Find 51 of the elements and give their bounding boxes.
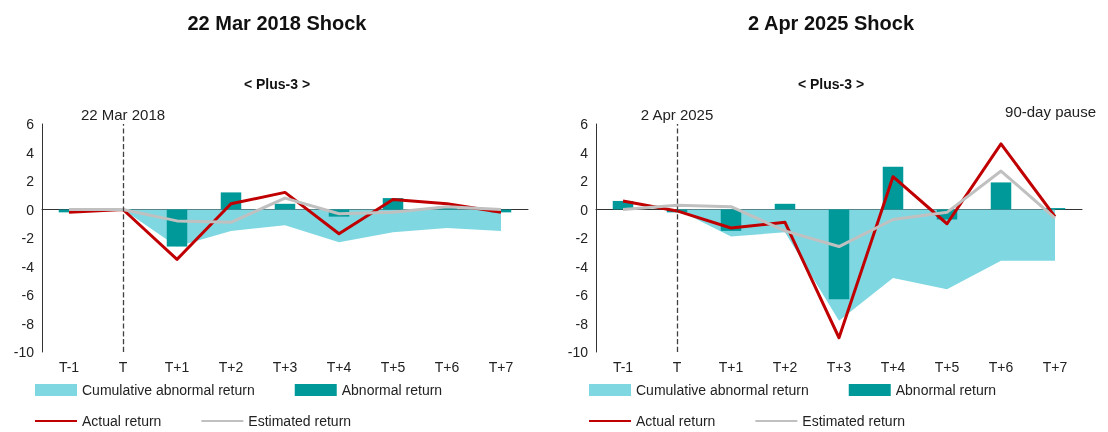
chart-title: 2 Apr 2025 Shock [747, 12, 915, 34]
y-tick-label: -8 [21, 315, 35, 332]
y-tick-label: -10 [567, 344, 589, 360]
x-tick-label: T+6 [988, 359, 1014, 375]
y-tick-label: 6 [580, 116, 589, 132]
x-tick-label: T+5 [380, 359, 406, 375]
x-tick-label: T+1 [164, 359, 190, 375]
y-tick-label: 0 [580, 201, 589, 218]
y-tick-label: 2 [580, 173, 589, 189]
y-tick-label: -10 [13, 344, 35, 360]
x-tick-label: T [118, 359, 128, 375]
legend-label: Estimated return [802, 413, 906, 429]
x-tick-label: T+3 [272, 359, 298, 375]
y-tick-label: -4 [21, 258, 35, 275]
x-tick-label: T+2 [218, 359, 244, 375]
x-tick-label: T-1 [612, 359, 634, 375]
x-tick-label: T [672, 359, 682, 375]
x-tick-label: T+7 [488, 359, 514, 375]
y-tick-label: -8 [575, 315, 589, 332]
x-tick-label: T+3 [826, 359, 852, 375]
chart-subtitle: < Plus-3 > [797, 76, 865, 92]
x-tick-label: T+6 [434, 359, 460, 375]
y-tick-label: -6 [575, 287, 589, 303]
y-tick-label: 4 [26, 144, 35, 161]
ref-line-label: 22 Mar 2018 [80, 106, 166, 123]
text: 90-day pause [1005, 103, 1097, 120]
x-tick-label: T-1 [58, 359, 80, 375]
x-tick-label: T+7 [1042, 359, 1068, 375]
ref-line-label: 2 Apr 2025 [640, 106, 714, 123]
y-tick-label: -6 [21, 287, 35, 303]
y-tick-label: -4 [575, 258, 589, 275]
legend-label: Cumulative abnormal return [82, 382, 255, 398]
legend-label: Estimated return [248, 413, 352, 429]
legend-label: Cumulative abnormal return [636, 382, 809, 398]
x-tick-label: T+5 [934, 359, 960, 375]
legend-label: Actual return [636, 413, 716, 429]
x-tick-label: T+4 [326, 359, 352, 375]
chart-subtitle: < Plus-3 > [243, 76, 311, 92]
legend-label: Abnormal return [341, 382, 443, 398]
y-tick-label: 0 [26, 201, 35, 218]
y-tick-label: 6 [26, 116, 35, 132]
x-tick-label: T+2 [772, 359, 798, 375]
x-tick-label: T+4 [880, 359, 906, 375]
x-tick-label: T+1 [718, 359, 744, 375]
y-tick-label: -2 [575, 230, 589, 246]
legend-label: Abnormal return [895, 382, 997, 398]
chart-title: 22 Mar 2018 Shock [187, 12, 368, 34]
y-tick-label: -2 [21, 230, 35, 246]
y-tick-label: 2 [26, 173, 35, 189]
y-tick-label: 4 [580, 144, 589, 161]
legend-label: Actual return [82, 413, 162, 429]
